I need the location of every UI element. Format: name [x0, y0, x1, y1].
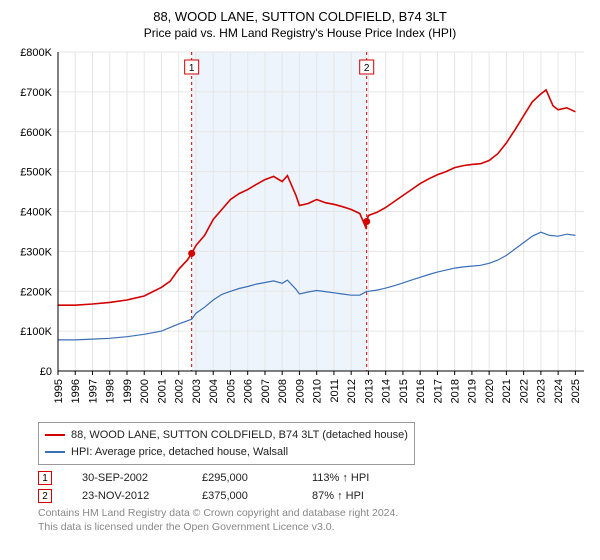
- svg-text:2019: 2019: [467, 379, 479, 403]
- license-line: Contains HM Land Registry data © Crown c…: [38, 507, 590, 521]
- svg-text:1997: 1997: [87, 379, 99, 403]
- sale-marker: 2: [38, 489, 52, 503]
- svg-text:2022: 2022: [518, 379, 530, 403]
- svg-text:2017: 2017: [432, 379, 444, 403]
- sale-marker: 1: [38, 471, 52, 485]
- svg-text:2007: 2007: [260, 379, 272, 403]
- svg-text:£100K: £100K: [20, 326, 52, 338]
- sale-price: £295,000: [202, 472, 282, 484]
- svg-text:2014: 2014: [381, 379, 393, 403]
- svg-text:£300K: £300K: [20, 247, 52, 259]
- svg-text:1999: 1999: [122, 379, 134, 403]
- svg-text:£0: £0: [40, 366, 52, 378]
- svg-text:£700K: £700K: [20, 87, 52, 99]
- sale-price: £375,000: [202, 490, 282, 502]
- title-block: 88, WOOD LANE, SUTTON COLDFIELD, B74 3LT…: [10, 8, 590, 40]
- svg-text:2025: 2025: [570, 379, 582, 403]
- svg-text:2016: 2016: [415, 379, 427, 403]
- svg-text:2015: 2015: [398, 379, 410, 403]
- svg-text:2: 2: [364, 63, 370, 74]
- svg-text:2009: 2009: [294, 379, 306, 403]
- chart-subtitle: Price paid vs. HM Land Registry's House …: [10, 26, 590, 40]
- sales-table: 1 30-SEP-2002 £295,000 113% ↑ HPI 2 23-NOV-20…: [38, 471, 590, 503]
- svg-text:2004: 2004: [208, 379, 220, 403]
- svg-text:2005: 2005: [225, 379, 237, 403]
- sale-date: 30-SEP-2002: [82, 472, 172, 484]
- svg-text:2008: 2008: [277, 379, 289, 403]
- svg-text:£600K: £600K: [20, 127, 52, 139]
- line-chart: £0 £100K £200K £300K £400K £500K £600K £700K £80…: [10, 46, 590, 416]
- svg-text:£500K: £500K: [20, 167, 52, 179]
- chart-title: 88, WOOD LANE, SUTTON COLDFIELD, B74 3LT: [10, 8, 590, 26]
- svg-text:1: 1: [189, 63, 195, 74]
- svg-text:2020: 2020: [484, 379, 496, 403]
- svg-text:£800K: £800K: [20, 47, 52, 59]
- legend-item: 88, WOOD LANE, SUTTON COLDFIELD, B74 3LT…: [45, 427, 408, 444]
- svg-text:2024: 2024: [553, 379, 565, 403]
- chart-area: £0 £100K £200K £300K £400K £500K £600K £700K £80…: [10, 46, 590, 416]
- svg-text:2006: 2006: [243, 379, 255, 403]
- sale-row: 2 23-NOV-2012 £375,000 87% ↑ HPI: [38, 489, 590, 503]
- svg-text:2010: 2010: [312, 379, 324, 403]
- legend-item: HPI: Average price, detached house, Wals…: [45, 444, 408, 461]
- legend-label: HPI: Average price, detached house, Wals…: [71, 444, 288, 461]
- legend: 88, WOOD LANE, SUTTON COLDFIELD, B74 3LT…: [38, 422, 415, 465]
- legend-swatch: [45, 434, 65, 436]
- chart-card: 88, WOOD LANE, SUTTON COLDFIELD, B74 3LT…: [0, 0, 600, 544]
- svg-text:2018: 2018: [450, 379, 462, 403]
- svg-text:1996: 1996: [70, 379, 82, 403]
- legend-label: 88, WOOD LANE, SUTTON COLDFIELD, B74 3LT…: [71, 427, 408, 444]
- license-text: Contains HM Land Registry data © Crown c…: [38, 507, 590, 534]
- sale-hpi-pct: 113% ↑ HPI: [312, 472, 412, 484]
- svg-text:2013: 2013: [363, 379, 375, 403]
- svg-text:£200K: £200K: [20, 286, 52, 298]
- svg-text:2000: 2000: [139, 379, 151, 403]
- svg-text:2011: 2011: [329, 379, 341, 403]
- sale-hpi-pct: 87% ↑ HPI: [312, 490, 412, 502]
- svg-text:2021: 2021: [501, 379, 513, 403]
- svg-text:1998: 1998: [105, 379, 117, 403]
- sale-date: 23-NOV-2012: [82, 490, 172, 502]
- svg-text:2002: 2002: [174, 379, 186, 403]
- svg-text:1995: 1995: [53, 379, 65, 403]
- svg-text:2001: 2001: [156, 379, 168, 403]
- svg-text:2023: 2023: [536, 379, 548, 403]
- svg-text:£400K: £400K: [20, 207, 52, 219]
- license-line: This data is licensed under the Open Gov…: [38, 521, 590, 535]
- svg-text:2003: 2003: [191, 379, 203, 403]
- sale-row: 1 30-SEP-2002 £295,000 113% ↑ HPI: [38, 471, 590, 485]
- legend-swatch: [45, 451, 65, 453]
- svg-text:2012: 2012: [346, 379, 358, 403]
